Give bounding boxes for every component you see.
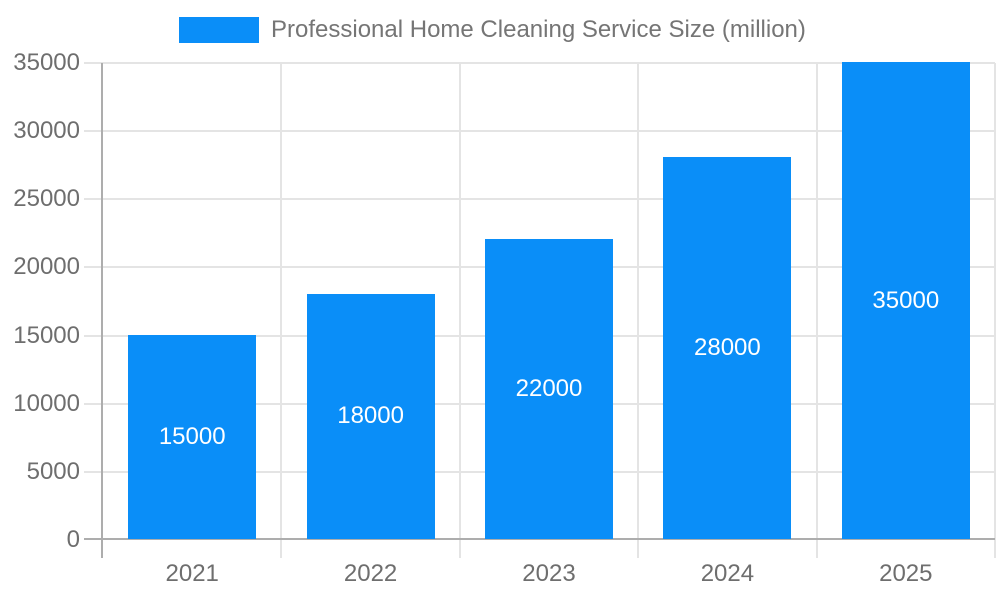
v-gridline <box>458 63 461 558</box>
y-tick-label: 5000 <box>26 457 80 485</box>
v-gridline <box>280 63 283 558</box>
v-gridline <box>815 63 818 558</box>
y-tick-label: 0 <box>66 526 80 553</box>
v-gridline <box>994 63 996 558</box>
y-tick-label: 35000 <box>13 49 80 76</box>
h-gridline <box>84 130 995 133</box>
h-gridline <box>84 198 995 201</box>
legend-swatch-icon <box>179 17 259 43</box>
v-gridline <box>637 63 640 558</box>
y-tick-label: 10000 <box>13 389 80 417</box>
bar-value-label: 18000 <box>337 402 404 430</box>
y-axis-labels: 0 5000 10000 15000 20000 25000 30000 35000 <box>0 49 80 553</box>
bar-value-label: 15000 <box>158 422 226 450</box>
legend[interactable]: Professional Home Cleaning Service Size … <box>179 17 806 43</box>
legend-label: Professional Home Cleaning Service Size … <box>271 16 806 43</box>
x-tick-label: 2025 <box>879 560 933 587</box>
x-axis-line <box>84 538 995 540</box>
y-tick-label: 20000 <box>13 253 80 281</box>
bar-2023[interactable]: 22000 <box>485 239 613 539</box>
plot-area: 15000 18000 22000 28000 35000 <box>84 62 996 558</box>
y-tick-label: 25000 <box>13 185 80 213</box>
bar-value-label: 35000 <box>872 286 940 314</box>
y-tick-label: 15000 <box>13 321 80 349</box>
bar-2024[interactable]: 28000 <box>663 157 792 539</box>
bar-value-label: 22000 <box>515 375 583 403</box>
y-axis-line <box>101 63 103 558</box>
x-tick-label: 2021 <box>165 560 219 587</box>
x-tick-label: 2024 <box>700 560 755 587</box>
x-tick-label: 2022 <box>343 560 398 587</box>
x-tick-label: 2023 <box>522 560 576 587</box>
bar-2025[interactable]: 35000 <box>841 62 970 539</box>
bar-value-label: 28000 <box>694 334 761 362</box>
h-gridline <box>84 62 995 64</box>
bar-2021[interactable]: 15000 <box>128 334 257 539</box>
x-axis-labels: 2021 2022 2023 2024 2025 <box>103 560 995 590</box>
y-tick-label: 30000 <box>13 117 80 145</box>
bar-2022[interactable]: 18000 <box>306 293 435 539</box>
